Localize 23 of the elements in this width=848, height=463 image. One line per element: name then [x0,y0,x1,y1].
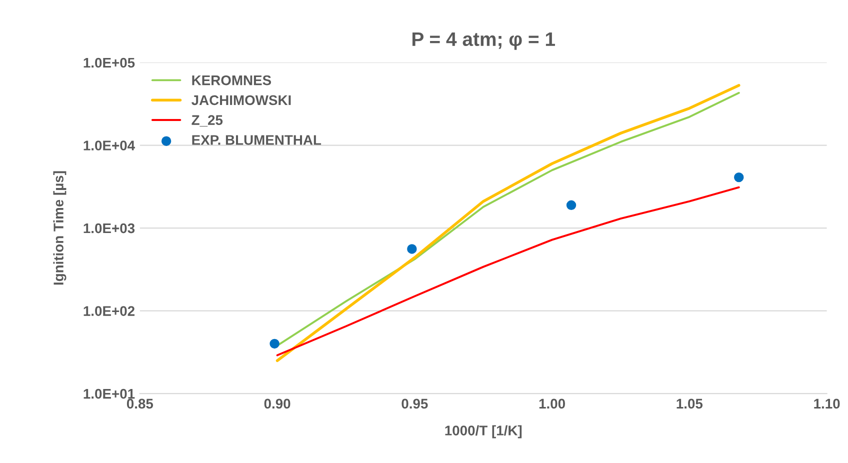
y-axis-title: Ignition Time [µs] [53,171,66,285]
legend-label: JACHIMOWSKI [192,95,291,106]
line-series [276,186,740,356]
x-tick-label: 0.90 [264,398,290,409]
point [734,172,744,182]
point [407,244,417,254]
legend-label: EXP. BLUMENTHAL [192,135,322,145]
chart-title: P = 4 atm; φ = 1 [412,32,555,50]
legend-label: Z_25 [192,115,223,127]
x-tick-label: 1.05 [676,398,703,409]
y-tick-label: 1.0E+04 [84,140,135,150]
x-axis-title: 1000/T [1/K] [445,425,522,438]
point [270,338,280,349]
x-tick-label: 0.85 [126,398,154,409]
point [566,200,576,210]
y-tick-label: 1.0E+03 [84,223,135,234]
y-tick-label: 1.0E+02 [84,306,135,316]
x-tick-label: 1.10 [814,398,840,409]
y-tick-label: 1.0E+01 [84,388,135,399]
x-tick-label: 1.00 [539,398,565,409]
y-tick-label: 1.0E+05 [84,58,135,68]
legend-label: KEROMNES [192,75,272,86]
x-tick-label: 0.95 [402,398,428,409]
